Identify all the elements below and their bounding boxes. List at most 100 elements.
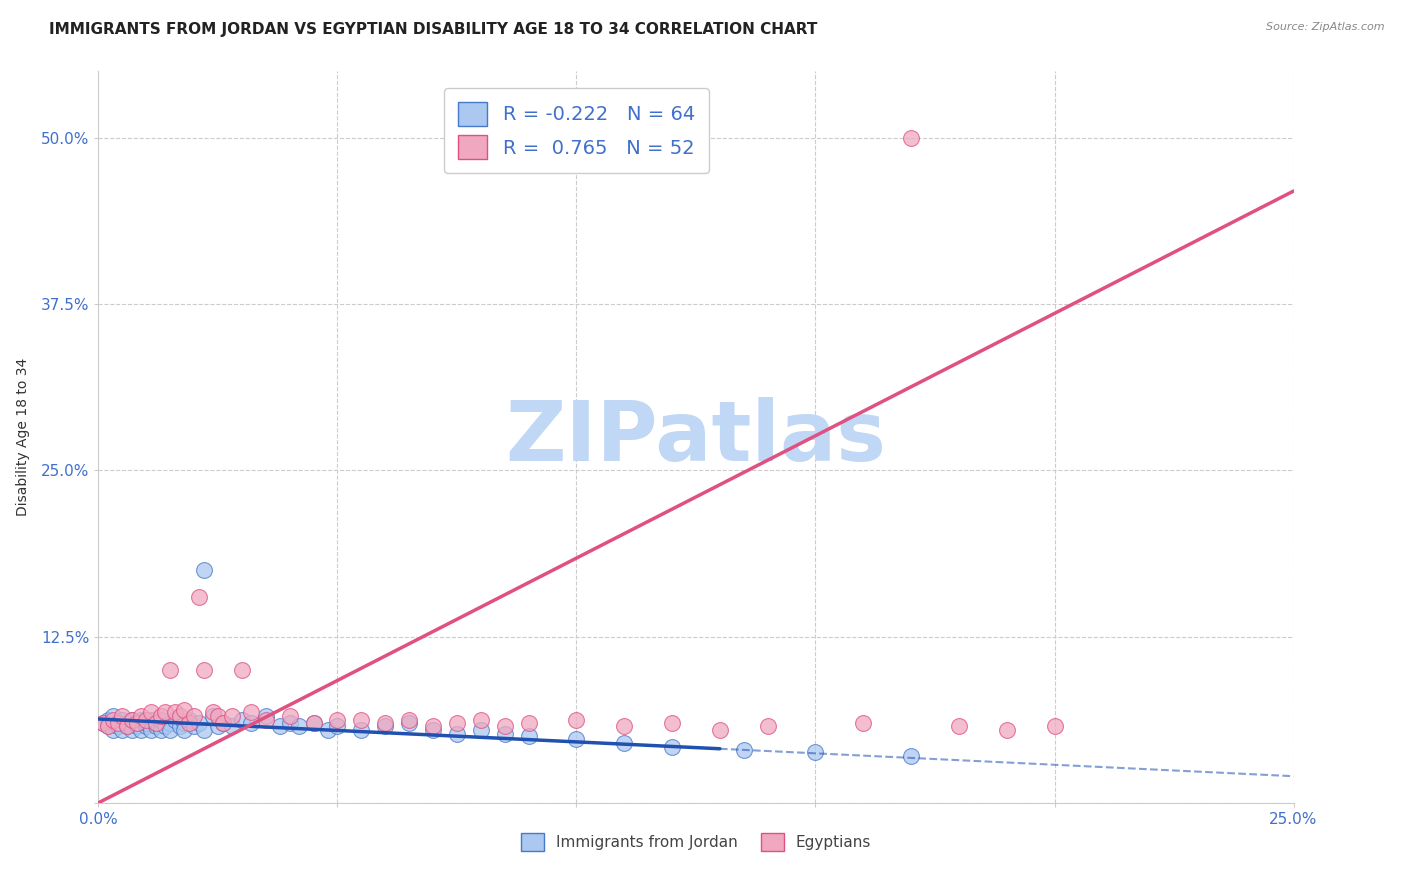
Point — [350, 723, 373, 737]
Point — [101, 723, 124, 737]
Point — [900, 131, 922, 145]
Point — [661, 716, 683, 731]
Point — [159, 663, 181, 677]
Point — [446, 726, 468, 740]
Point — [637, 131, 659, 145]
Point — [131, 714, 153, 728]
Point — [316, 723, 339, 737]
Point — [326, 714, 349, 728]
Point — [91, 716, 114, 731]
Point — [115, 716, 138, 731]
Point — [107, 719, 129, 733]
Point — [145, 716, 167, 731]
Point — [107, 716, 129, 731]
Point — [193, 563, 215, 577]
Point — [135, 716, 157, 731]
Point — [709, 723, 731, 737]
Point — [145, 716, 167, 731]
Point — [97, 714, 120, 728]
Point — [149, 709, 172, 723]
Point — [470, 714, 492, 728]
Point — [350, 714, 373, 728]
Legend: Immigrants from Jordan, Egyptians: Immigrants from Jordan, Egyptians — [515, 827, 877, 857]
Point — [155, 706, 177, 720]
Point — [756, 719, 779, 733]
Point — [97, 719, 120, 733]
Point — [288, 719, 311, 733]
Point — [517, 729, 540, 743]
Point — [173, 703, 195, 717]
Point — [240, 706, 263, 720]
Point — [149, 714, 172, 728]
Point — [169, 719, 191, 733]
Point — [494, 726, 516, 740]
Point — [163, 714, 186, 728]
Point — [159, 723, 181, 737]
Point — [254, 709, 277, 723]
Point — [149, 723, 172, 737]
Point — [145, 719, 167, 733]
Point — [183, 719, 205, 733]
Point — [269, 719, 291, 733]
Point — [107, 716, 129, 731]
Point — [125, 716, 148, 731]
Point — [193, 723, 215, 737]
Point — [565, 731, 588, 746]
Point — [374, 716, 396, 731]
Point — [231, 714, 253, 728]
Point — [101, 709, 124, 723]
Point — [733, 742, 755, 756]
Point — [398, 714, 420, 728]
Point — [422, 719, 444, 733]
Point — [115, 719, 138, 733]
Point — [173, 723, 195, 737]
Y-axis label: Disability Age 18 to 34: Disability Age 18 to 34 — [15, 358, 30, 516]
Point — [125, 716, 148, 731]
Point — [121, 714, 143, 728]
Point — [135, 714, 157, 728]
Point — [111, 709, 134, 723]
Point — [163, 706, 186, 720]
Point — [231, 663, 253, 677]
Point — [422, 723, 444, 737]
Point — [121, 723, 143, 737]
Point — [211, 716, 233, 731]
Point — [398, 716, 420, 731]
Point — [470, 723, 492, 737]
Point — [207, 719, 229, 733]
Point — [446, 716, 468, 731]
Point — [159, 716, 181, 731]
Point — [187, 716, 209, 731]
Point — [494, 719, 516, 733]
Point — [111, 714, 134, 728]
Point — [111, 723, 134, 737]
Point — [852, 716, 875, 731]
Point — [661, 739, 683, 754]
Point — [91, 716, 114, 731]
Point — [131, 723, 153, 737]
Point — [169, 709, 191, 723]
Point — [139, 706, 162, 720]
Point — [326, 719, 349, 733]
Point — [948, 719, 970, 733]
Point — [565, 714, 588, 728]
Point — [278, 716, 301, 731]
Point — [278, 709, 301, 723]
Point — [193, 663, 215, 677]
Point — [302, 716, 325, 731]
Point — [207, 709, 229, 723]
Point — [202, 706, 225, 720]
Point — [995, 723, 1018, 737]
Point — [804, 745, 827, 759]
Point — [202, 709, 225, 723]
Point — [179, 716, 201, 731]
Point — [221, 719, 243, 733]
Text: Source: ZipAtlas.com: Source: ZipAtlas.com — [1267, 22, 1385, 32]
Point — [173, 716, 195, 731]
Point — [139, 723, 162, 737]
Point — [517, 716, 540, 731]
Text: IMMIGRANTS FROM JORDAN VS EGYPTIAN DISABILITY AGE 18 TO 34 CORRELATION CHART: IMMIGRANTS FROM JORDAN VS EGYPTIAN DISAB… — [49, 22, 817, 37]
Point — [900, 749, 922, 764]
Point — [131, 709, 153, 723]
Point — [613, 736, 636, 750]
